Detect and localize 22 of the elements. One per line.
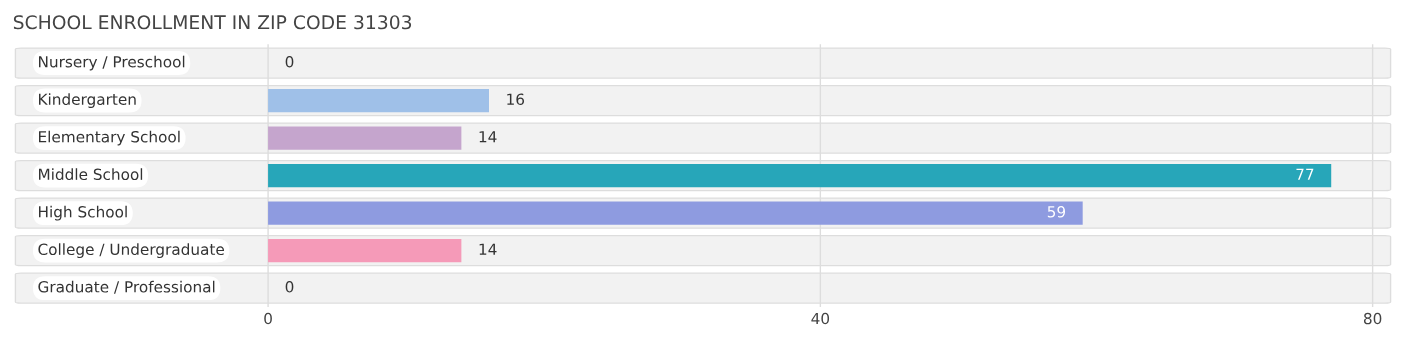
y-tick-label: Graduate / Professional xyxy=(38,280,215,294)
x-tick-label: 0 xyxy=(264,312,272,325)
data-label: 14 xyxy=(479,243,497,255)
bar xyxy=(268,239,462,263)
bar xyxy=(268,201,1083,225)
data-label: 0 xyxy=(285,55,294,68)
bar xyxy=(268,88,489,113)
y-tick-label: College / Undergraduate xyxy=(38,243,224,259)
y-tick-label: Elementary School xyxy=(39,130,180,146)
y-tick-label: Nursery / Preschool xyxy=(39,55,185,71)
y-tick-label: High School xyxy=(39,205,127,221)
data-label: 16 xyxy=(507,93,525,106)
chart-title: SCHOOL ENROLLMENT IN ZIP CODE 31303 xyxy=(13,15,412,30)
data-label: 77 xyxy=(1296,168,1314,180)
data-label: 0 xyxy=(285,281,294,293)
data-label: 59 xyxy=(1047,206,1066,218)
x-tick-label: 80 xyxy=(1363,312,1382,325)
y-tick-label: Kindergarten xyxy=(39,93,136,108)
x-tick-label: 40 xyxy=(811,312,830,325)
y-tick-label: Middle School xyxy=(39,168,143,181)
bar xyxy=(268,126,462,150)
data-label: 14 xyxy=(479,131,497,143)
